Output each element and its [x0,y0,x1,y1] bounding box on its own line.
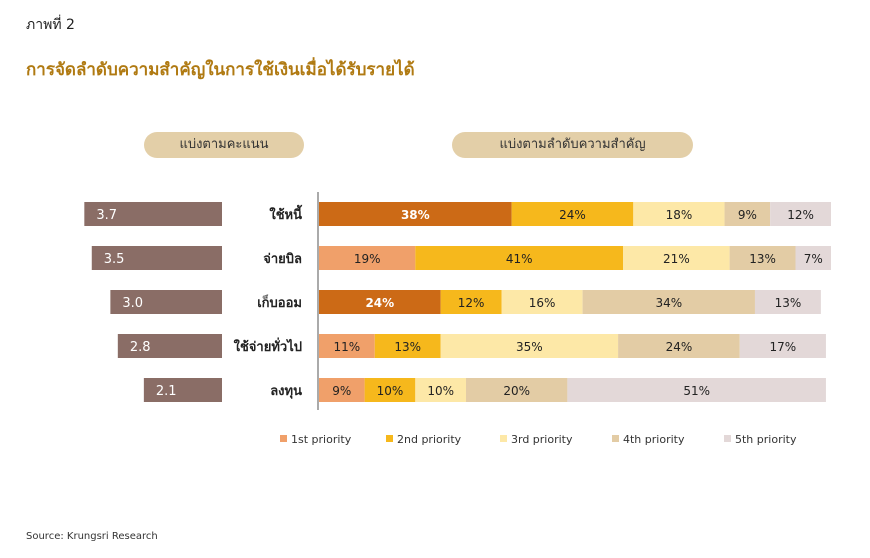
legend-swatch [500,435,507,442]
segment-value-label: 7% [804,252,823,266]
stacked-segment [319,378,365,402]
stacked-segment [795,246,831,270]
segment-value-label: 12% [458,296,485,310]
segment-value-label: 13% [394,340,421,354]
stacked-segment [724,202,771,226]
segment-value-label: 10% [427,384,454,398]
segment-value-label: 51% [683,384,710,398]
score-bar [143,378,222,402]
segment-value-label: 24% [559,208,586,222]
stacked-segment [729,246,796,270]
category-label: จ่ายบิล [263,252,302,267]
chart-title: การจัดลำดับความสำคัญในการใช้เงินเมื่อได้… [26,60,415,80]
category-label: ใช้จ่ายทั่วไป [234,337,302,355]
segment-value-label: 38% [401,208,430,222]
segment-value-label: 18% [666,208,693,222]
score-bar [84,202,222,226]
score-value-label: 2.8 [130,340,151,355]
score-bar [91,246,222,270]
stacked-segment [319,290,441,314]
score-value-label: 3.5 [104,252,125,267]
category-label: เก็บออม [257,293,302,311]
legend-swatch [612,435,619,442]
figure-label: ภาพที่ 2 [26,17,75,33]
legend-label: 4th priority [623,433,685,446]
stacked-segment [754,290,821,314]
segment-value-label: 16% [529,296,556,310]
score-value-label: 3.0 [122,296,143,311]
stacked-segment [415,378,467,402]
segment-value-label: 10% [377,384,404,398]
segment-value-label: 24% [365,296,394,310]
stacked-segment [319,202,512,226]
stacked-segment [501,290,583,314]
segment-value-label: 13% [749,252,776,266]
segment-value-label: 19% [354,252,381,266]
legend-swatch [280,435,287,442]
stacked-segment [633,202,725,226]
segment-value-label: 17% [770,340,797,354]
stacked-segment [623,246,730,270]
stacked-segment [319,246,416,270]
stacked-segment [618,334,740,358]
priority-panel-label: แบ่งตามลำดับความสำคัญ [452,132,693,158]
legend-label: 3rd priority [511,433,573,446]
stacked-segment [511,202,634,226]
stacked-segment [415,246,624,270]
segment-value-label: 12% [787,208,814,222]
score-bar [110,290,222,314]
stacked-segment [440,334,619,358]
segment-value-label: 41% [506,252,533,266]
source-note: Source: Krungsri Research [26,531,158,542]
segment-value-label: 13% [775,296,802,310]
legend-label: 1st priority [291,433,352,446]
segment-value-label: 11% [334,340,361,354]
segment-value-label: 20% [503,384,530,398]
segment-value-label: 24% [666,340,693,354]
score-bar [117,334,222,358]
score-panel-label: แบ่งตามคะแนน [144,132,304,158]
stacked-segment [374,334,441,358]
stacked-segment [739,334,826,358]
stacked-segment [364,378,416,402]
score-value-label: 2.1 [156,384,177,399]
score-value-label: 3.7 [96,208,117,223]
segment-value-label: 9% [738,208,757,222]
legend-swatch [386,435,393,442]
stacked-segment [770,202,831,226]
stacked-segment [440,290,502,314]
segment-value-label: 34% [655,296,682,310]
segment-value-label: 35% [516,340,543,354]
segment-value-label: 9% [332,384,351,398]
segment-value-label: 21% [663,252,690,266]
legend-label: 2nd priority [397,433,462,446]
stacked-segment [582,290,755,314]
stacked-segment [567,378,826,402]
legend-label: 5th priority [735,433,797,446]
stacked-segment [319,334,375,358]
category-label: ลงทุน [270,384,302,399]
legend-swatch [724,435,731,442]
category-label: ใช้หนี้ [269,204,302,223]
stacked-segment [466,378,568,402]
